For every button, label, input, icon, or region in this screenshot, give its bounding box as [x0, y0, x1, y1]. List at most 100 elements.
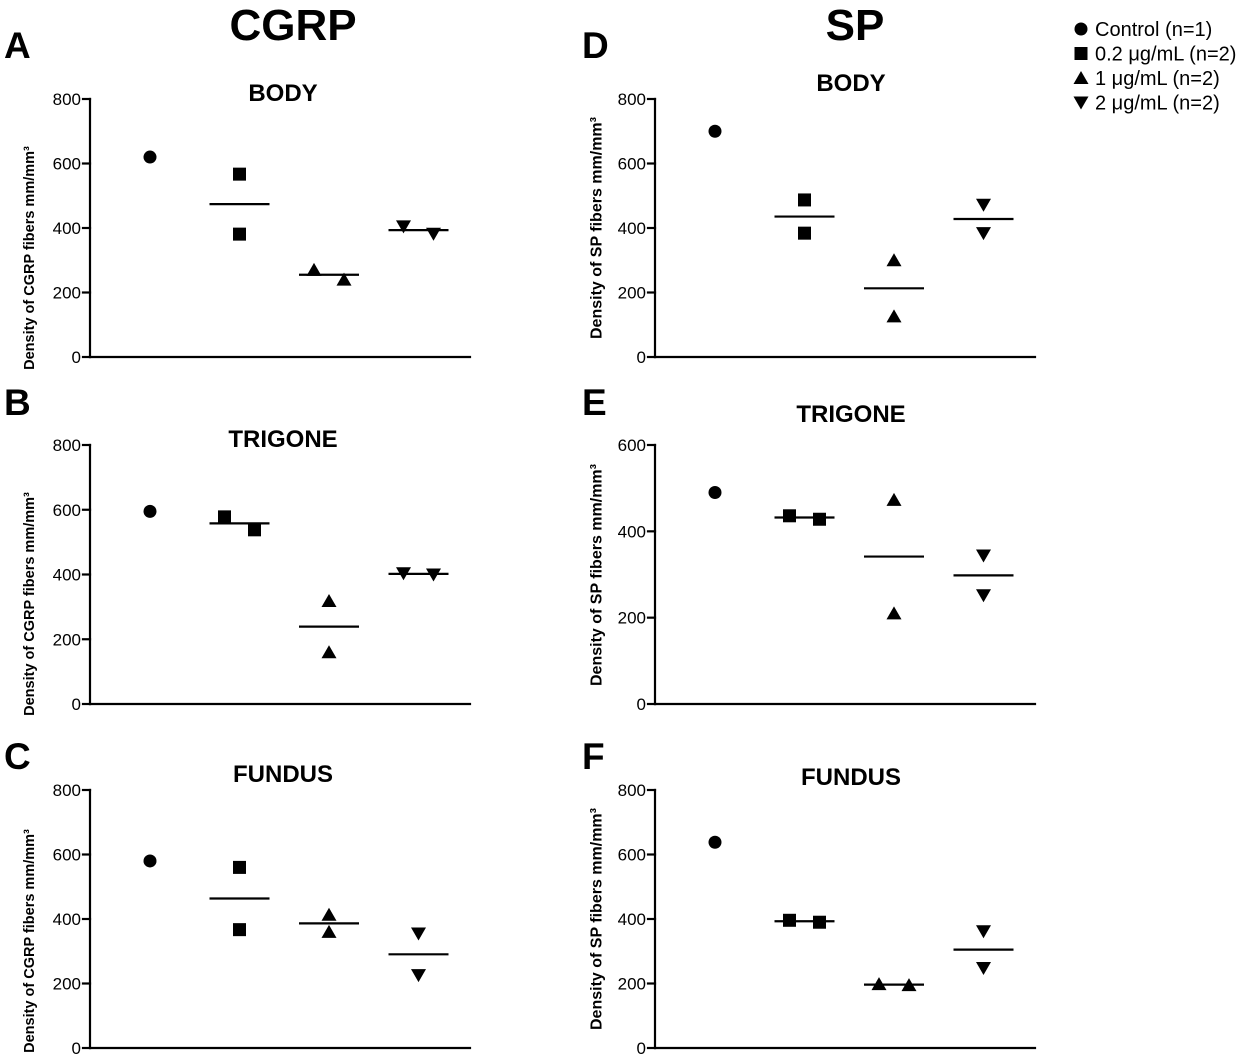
legend-label: 2 μg/mL (n=2)	[1095, 93, 1220, 115]
legend-marker-square-icon	[1074, 47, 1088, 60]
dose-0-2-data-point	[798, 193, 811, 207]
dose-2-data-point	[976, 925, 991, 939]
dose-0-2-data-point	[233, 860, 246, 874]
y-axis-label: Density of CGRP fibers mm/mm³	[22, 829, 38, 1053]
y-tick-label: 200	[53, 975, 81, 994]
panel-title: FUNDUS	[801, 764, 901, 791]
dose-2-data-point	[411, 927, 426, 941]
y-tick-label: 800	[53, 90, 81, 109]
dose-0-2-data-point	[798, 226, 811, 240]
control-data-point	[708, 124, 722, 138]
y-tick-label: 0	[72, 348, 81, 367]
y-tick-label: 600	[53, 155, 81, 174]
y-tick-label: 400	[53, 219, 81, 238]
y-tick-label: 0	[72, 1039, 81, 1058]
panel-title: BODY	[816, 70, 885, 97]
legend-label: Control (n=1)	[1095, 19, 1212, 41]
y-tick-label: 600	[53, 501, 81, 520]
legend-item-dose-1: 1 μg/mL (n=2)	[1073, 68, 1220, 90]
legend-item-dose-2: 2 μg/mL (n=2)	[1073, 93, 1220, 115]
panel-letter: A	[4, 25, 31, 66]
control-data-point	[143, 504, 157, 518]
y-tick-label: 400	[618, 910, 646, 929]
control-data-point	[143, 150, 157, 164]
dose-0-2-data-point	[233, 227, 246, 241]
dose-1-data-point	[321, 907, 337, 921]
y-tick-label: 600	[618, 155, 646, 174]
dose-1-data-point	[886, 253, 902, 267]
panel-title: FUNDUS	[233, 761, 333, 788]
y-tick-label: 600	[618, 436, 646, 455]
y-tick-label: 600	[53, 846, 81, 865]
y-axis-label: Density of CGRP fibers mm/mm³	[22, 492, 38, 716]
legend-marker-circle-icon	[1074, 22, 1088, 36]
control-data-point	[143, 854, 157, 868]
y-tick-label: 400	[53, 910, 81, 929]
dose-0-2-data-point	[248, 523, 261, 537]
dose-2-data-point	[411, 969, 426, 983]
panel-d: D BODY Density of SP fibers mm/mm³ 0 200 400 6…	[582, 25, 1037, 367]
y-tick-label: 600	[618, 846, 646, 865]
control-data-point	[708, 835, 722, 849]
legend: Control (n=1) 0.2 μg/mL (n=2) 1 μg/mL (n…	[1073, 19, 1236, 115]
y-tick-label: 200	[618, 609, 646, 628]
y-axis-label: Density of SP fibers mm/mm³	[589, 117, 606, 339]
column-title-sp: SP	[826, 1, 885, 50]
dose-1-data-point	[886, 309, 902, 323]
legend-marker-triangle-down-icon	[1073, 96, 1089, 110]
panel-title: TRIGONE	[796, 401, 905, 428]
panel-letter: E	[582, 382, 607, 423]
legend-item-control: Control (n=1)	[1074, 19, 1212, 41]
dose-1-data-point	[321, 645, 337, 659]
panel-e: E TRIGONE Density of SP fibers mm/mm³ 0 200 4…	[582, 382, 1037, 714]
y-tick-label: 0	[637, 695, 646, 714]
control-data-point	[708, 485, 722, 499]
dose-0-2-data-point	[218, 510, 231, 524]
y-axis-label: Density of SP fibers mm/mm³	[589, 808, 606, 1030]
dose-1-data-point	[886, 492, 902, 506]
panels: A BODY Density of CGRP fibers mm/mm³ 0 200 40…	[4, 25, 1037, 1058]
y-tick-label: 800	[618, 781, 646, 800]
y-tick-label: 0	[637, 348, 646, 367]
dose-0-2-data-point	[783, 509, 796, 523]
dose-1-data-point	[886, 606, 902, 620]
legend-item-dose-0-2: 0.2 μg/mL (n=2)	[1074, 44, 1236, 66]
y-tick-label: 800	[618, 90, 646, 109]
y-tick-label: 0	[72, 695, 81, 714]
dose-2-data-point	[976, 549, 991, 563]
panel-letter: F	[582, 736, 605, 777]
y-tick-label: 200	[618, 975, 646, 994]
panel-f: F FUNDUS Density of SP fibers mm/mm³ 0 200 40…	[582, 736, 1037, 1058]
y-tick-label: 800	[53, 436, 81, 455]
y-tick-label: 200	[618, 284, 646, 303]
y-tick-label: 400	[618, 219, 646, 238]
dose-1-data-point	[321, 924, 337, 938]
y-tick-label: 400	[53, 566, 81, 585]
y-tick-label: 200	[53, 284, 81, 303]
dose-0-2-data-point	[233, 923, 246, 937]
dose-2-data-point	[976, 589, 991, 603]
dose-2-data-point	[976, 227, 991, 241]
dose-2-data-point	[396, 220, 411, 234]
column-title-cgrp: CGRP	[229, 1, 356, 50]
y-tick-label: 200	[53, 630, 81, 649]
dose-2-data-point	[426, 568, 441, 582]
panel-letter: D	[582, 25, 609, 66]
legend-label: 0.2 μg/mL (n=2)	[1095, 44, 1236, 66]
legend-label: 1 μg/mL (n=2)	[1095, 68, 1220, 90]
panel-letter: C	[4, 736, 31, 777]
y-axis-label: Density of SP fibers mm/mm³	[589, 464, 606, 686]
panel-letter: B	[4, 382, 31, 423]
dose-0-2-data-point	[813, 512, 826, 526]
y-tick-label: 800	[53, 781, 81, 800]
dose-0-2-data-point	[233, 167, 246, 181]
y-axis-label: Density of CGRP fibers mm/mm³	[22, 146, 38, 370]
y-tick-label: 400	[618, 522, 646, 541]
dose-2-data-point	[976, 198, 991, 212]
panel-title: BODY	[248, 80, 317, 107]
legend-marker-triangle-up-icon	[1073, 71, 1089, 84]
panel-b: B TRIGONE Density of CGRP fibers mm/mm³ 0 20…	[4, 382, 472, 716]
y-tick-label: 0	[637, 1039, 646, 1058]
dose-1-data-point	[321, 594, 337, 608]
